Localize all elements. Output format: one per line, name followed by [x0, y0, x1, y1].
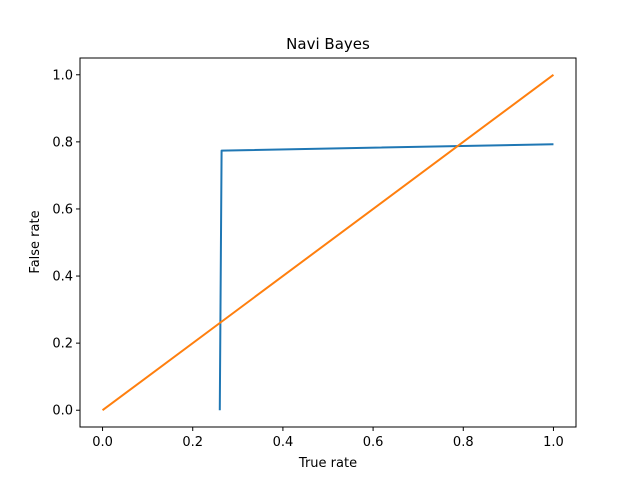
chart-title: Navi Bayes — [286, 35, 370, 53]
y-axis: 0.0 0.2 0.4 0.6 0.8 1.0 — [52, 68, 80, 419]
x-axis: 0.0 0.2 0.4 0.6 0.8 1.0 — [92, 427, 564, 450]
y-tick-label: 0.8 — [52, 135, 73, 150]
x-tick-label: 0.0 — [92, 435, 113, 450]
plot-area — [101, 73, 555, 412]
x-tick-label: 0.4 — [273, 435, 294, 450]
x-tick-label: 0.8 — [453, 435, 474, 450]
x-tick-label: 0.6 — [363, 435, 384, 450]
x-axis-label: True rate — [298, 456, 357, 471]
series-line-2 — [101, 73, 555, 412]
y-tick-label: 0.4 — [52, 270, 73, 285]
y-tick-label: 0.6 — [52, 202, 73, 217]
y-tick-label: 0.0 — [52, 404, 73, 419]
y-tick-label: 1.0 — [52, 68, 73, 83]
x-tick-label: 1.0 — [543, 435, 564, 450]
x-tick-label: 0.2 — [182, 435, 203, 450]
y-axis-label: False rate — [28, 210, 43, 273]
y-tick-label: 0.2 — [52, 337, 73, 352]
series-line-1 — [218, 143, 554, 411]
axes-frame — [79, 57, 577, 428]
